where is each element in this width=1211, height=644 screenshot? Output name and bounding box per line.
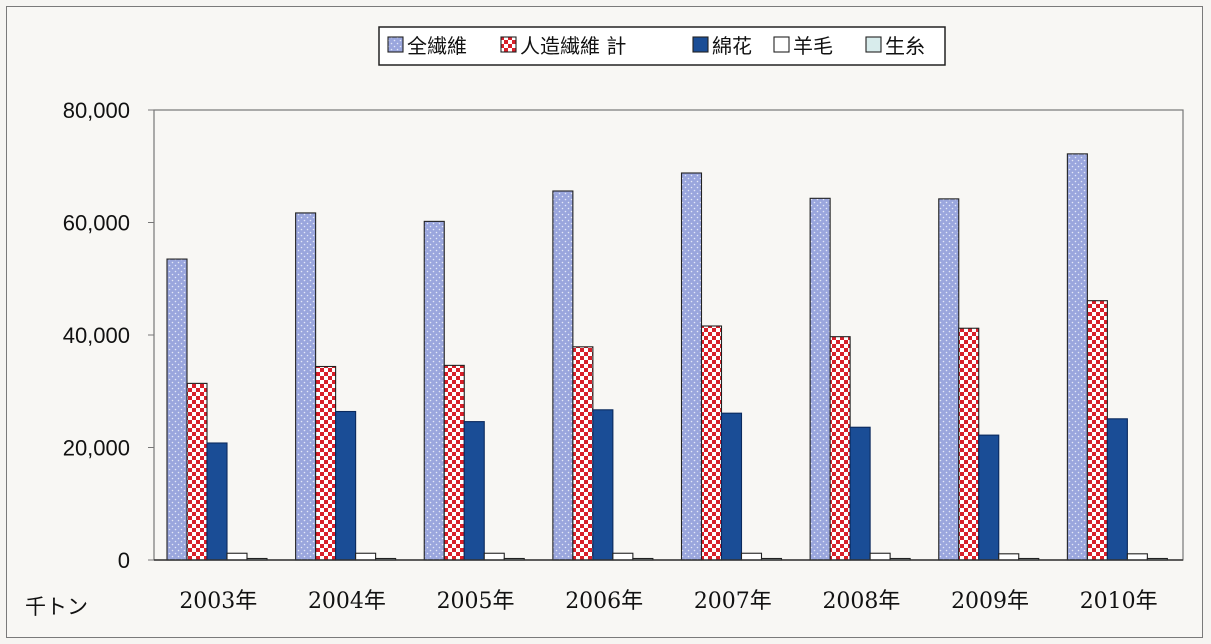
y-tick-label: 60,000 bbox=[63, 211, 130, 236]
bar-全繊維-2006年 bbox=[552, 190, 574, 561]
legend-swatch bbox=[692, 36, 709, 53]
y-tick-label: 20,000 bbox=[63, 436, 130, 461]
legend-box bbox=[378, 26, 946, 66]
bar-綿花-2010年 bbox=[1106, 418, 1128, 561]
bar-人造繊維計-2003年 bbox=[186, 382, 208, 561]
bar-綿花-2005年 bbox=[463, 421, 485, 561]
bar-人造繊維計-2009年 bbox=[958, 327, 980, 561]
bar-綿花-2009年 bbox=[978, 434, 1000, 561]
bar-全繊維-2010年 bbox=[1066, 153, 1088, 561]
bar-羊毛-2006年 bbox=[612, 552, 634, 561]
legend-swatch bbox=[387, 36, 404, 53]
x-category-label: 2007年 bbox=[694, 589, 772, 614]
y-tick-label: 40,000 bbox=[63, 323, 130, 348]
y-tick-label: 80,000 bbox=[63, 98, 130, 123]
bar-全繊維-2008年 bbox=[809, 197, 831, 561]
legend: 全繊維 人造繊維 計 綿花 羊毛 生糸 bbox=[378, 26, 946, 66]
x-category-label: 2010年 bbox=[1080, 589, 1158, 614]
bar-人造繊維計-2005年 bbox=[443, 364, 465, 561]
bars bbox=[166, 153, 1168, 561]
bar-羊毛-2007年 bbox=[740, 552, 763, 561]
legend-swatch bbox=[773, 36, 790, 53]
bar-羊毛-2008年 bbox=[869, 552, 891, 561]
bar-全繊維-2005年 bbox=[423, 220, 445, 561]
legend-swatch bbox=[500, 36, 517, 53]
bar-綿花-2008年 bbox=[849, 426, 871, 561]
x-category-label: 2009年 bbox=[951, 589, 1029, 614]
x-axis: 2003年 2004年 2005年 2006年 2007年 2008年 2009年 2010年 bbox=[154, 559, 1183, 614]
bar-羊毛-2005年 bbox=[483, 552, 505, 561]
legend-label: 生糸 bbox=[885, 34, 925, 58]
y-axis: 0 20,000 40,000 60,000 80,000 bbox=[63, 98, 154, 573]
x-category-label: 2004年 bbox=[308, 589, 386, 614]
y-axis-unit-label: 千トン bbox=[25, 595, 88, 619]
legend-label: 人造繊維 計 bbox=[520, 34, 626, 58]
legend-label: 綿花 bbox=[712, 34, 752, 58]
bar-羊毛-2010年 bbox=[1126, 553, 1148, 561]
x-category-label: 2005年 bbox=[437, 589, 515, 614]
bar-人造繊維計-2006年 bbox=[572, 346, 594, 561]
x-category-label: 2003年 bbox=[179, 589, 257, 614]
y-tick-label: 0 bbox=[118, 548, 130, 573]
bar-羊毛-2003年 bbox=[226, 552, 248, 561]
bar-羊毛-2004年 bbox=[355, 552, 377, 561]
bar-人造繊維計-2008年 bbox=[829, 336, 851, 561]
bar-綿花-2003年 bbox=[206, 442, 228, 561]
bar-綿花-2006年 bbox=[592, 409, 614, 561]
bar-羊毛-2009年 bbox=[998, 553, 1020, 561]
legend-label: 全繊維 bbox=[407, 34, 467, 58]
bar-全繊維-2004年 bbox=[295, 212, 317, 561]
bar-綿花-2007年 bbox=[720, 412, 743, 561]
bar-全繊維-2007年 bbox=[680, 172, 703, 561]
x-category-label: 2006年 bbox=[565, 589, 643, 614]
bar-全繊維-2003年 bbox=[166, 258, 188, 561]
legend-swatch bbox=[865, 36, 882, 53]
bar-人造繊維計-2010年 bbox=[1086, 300, 1108, 561]
bar-人造繊維計-2007年 bbox=[700, 325, 723, 561]
x-category-label: 2008年 bbox=[822, 589, 900, 614]
bar-人造繊維計-2004年 bbox=[315, 365, 337, 561]
bar-綿花-2004年 bbox=[335, 410, 357, 561]
legend-label: 羊毛 bbox=[793, 34, 833, 58]
bar-全繊維-2009年 bbox=[938, 198, 960, 561]
